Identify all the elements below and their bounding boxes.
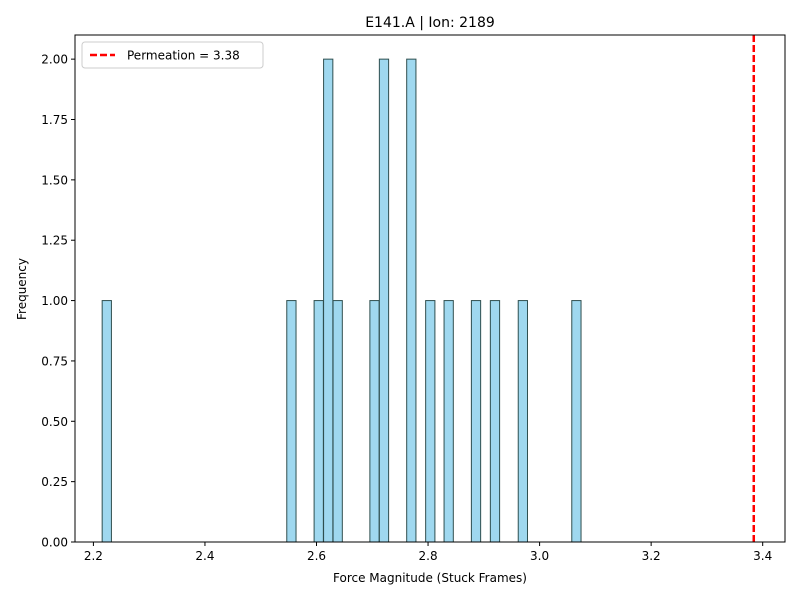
y-tick-label: 1.50 <box>41 173 68 187</box>
histogram-bar-5 <box>369 300 380 543</box>
x-tick-label: 2.2 <box>84 549 103 563</box>
y-axis-ticks: 0.00 0.25 0.50 0.75 1.00 1.25 1.50 1.75 2.00 <box>41 53 75 550</box>
y-tick-label: 1.00 <box>41 294 68 308</box>
histogram-bar-1 <box>286 300 297 543</box>
plot-frame <box>74 34 786 543</box>
x-tick-label: 2.4 <box>195 549 214 563</box>
y-tick-label: 0.75 <box>41 354 68 368</box>
histogram-bar-13 <box>571 300 582 543</box>
histogram-bar-2 <box>313 300 324 543</box>
x-tick-label: 2.6 <box>307 549 326 563</box>
legend-box <box>81 41 264 69</box>
x-tick-label: 3.2 <box>642 549 661 563</box>
y-tick-label: 1.75 <box>41 113 68 127</box>
y-tick-label: 0.50 <box>41 415 68 429</box>
histogram-bar-9 <box>443 300 454 543</box>
x-axis-label: Force Magnitude (Stuck Frames) <box>333 571 527 585</box>
x-tick-label: 3.4 <box>753 549 772 563</box>
histogram-bar-3 <box>323 58 334 543</box>
histogram-bar-10 <box>470 300 482 543</box>
histogram-bar-8 <box>425 300 436 543</box>
legend: Permeation = 3.38 <box>81 41 264 69</box>
histogram-bar-12 <box>517 300 528 543</box>
y-axis-label: Frequency <box>15 258 29 320</box>
histogram-bar-7 <box>406 58 417 543</box>
histogram-bar-0 <box>101 300 112 543</box>
histogram-bar-4 <box>332 300 343 543</box>
histogram-bar-11 <box>489 300 501 543</box>
y-tick-label: 2.00 <box>41 53 68 67</box>
legend-label-permeation: Permeation = 3.38 <box>127 49 240 63</box>
y-tick-label: 0.25 <box>41 475 68 489</box>
x-axis-ticks: 2.2 2.4 2.6 2.8 3.0 3.2 3.4 <box>84 542 772 563</box>
x-tick-label: 3.0 <box>530 549 549 563</box>
x-tick-label: 2.8 <box>419 549 438 563</box>
y-tick-label: 0.00 <box>41 536 68 550</box>
chart-title: E141.A | Ion: 2189 <box>365 15 495 31</box>
bars-group <box>101 58 582 543</box>
y-tick-label: 1.25 <box>41 234 68 248</box>
histogram-bar-6 <box>378 58 390 543</box>
